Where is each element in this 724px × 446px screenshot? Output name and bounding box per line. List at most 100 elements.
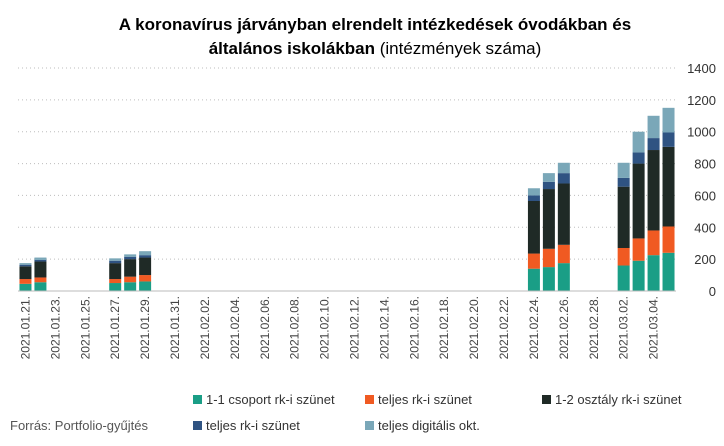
bar-segment [34, 282, 47, 291]
bar-segment [19, 264, 32, 267]
bar-segment [124, 259, 137, 277]
x-tick-label: 2021.01.31. [168, 296, 182, 359]
bar-segment [617, 247, 630, 266]
bar-segment [647, 150, 660, 231]
bar-segment [124, 254, 137, 257]
bar-segment [139, 275, 152, 282]
bar-segment [124, 282, 137, 291]
legend-label: teljes rk-i szünet [206, 418, 300, 433]
bar-segment [527, 201, 540, 254]
x-tick-label: 2021.02.18. [437, 296, 451, 359]
bar-segment [109, 263, 122, 280]
bar-segment [662, 146, 675, 227]
y-tick-label: 1400 [687, 61, 716, 76]
x-tick-label: 2021.02.02. [198, 296, 212, 359]
bar-segment [527, 253, 540, 269]
bar-segment [662, 226, 675, 253]
bar-segment [124, 276, 137, 283]
bar-segment [139, 251, 152, 256]
x-tick-label: 2021.02.16. [407, 296, 421, 359]
bar-segment [662, 132, 675, 147]
legend-label: teljes digitális okt. [378, 418, 480, 433]
x-tick-label: 2021.02.04. [228, 296, 242, 359]
bar-segment [34, 259, 47, 262]
bar-segment [109, 279, 122, 284]
x-axis: 2021.01.21. 2021.01.23. 2021.01.25. 2021.01… [18, 296, 660, 359]
x-tick-label: 2021.02.12. [347, 296, 361, 359]
x-tick-label: 2021.01.27. [108, 296, 122, 359]
chart-title-line2-normal: (intézmények száma) [375, 39, 541, 58]
y-tick-label: 600 [694, 188, 716, 203]
bar-segment [34, 257, 47, 260]
bar-segment [632, 163, 645, 239]
legend-label: teljes rk-i szünet [378, 392, 472, 407]
bar-segment [662, 107, 675, 133]
y-tick-label: 800 [694, 157, 716, 172]
legend-label: 1-2 osztály rk-i szünet [555, 392, 682, 407]
bar-segment [617, 186, 630, 248]
legend-label: 1-1 csoport rk-i szünet [206, 392, 335, 407]
bar-segment [527, 195, 540, 202]
bar-segment [109, 260, 122, 264]
bar-segment [527, 268, 540, 291]
bar-segment [557, 263, 570, 291]
bar-segment [19, 263, 32, 265]
y-tick-label: 1200 [687, 93, 716, 108]
x-tick-label: 2021.02.14. [377, 296, 391, 359]
x-tick-label: 2021.01.29. [138, 296, 152, 359]
bars [19, 107, 675, 291]
bar-segment [139, 255, 152, 258]
bar-segment [557, 162, 570, 174]
bar-segment [662, 252, 675, 291]
bar-segment [124, 256, 137, 260]
bar-segment [617, 177, 630, 187]
x-tick-label: 2021.03.04. [647, 296, 661, 359]
bar-segment [542, 189, 555, 249]
bar-segment [632, 260, 645, 291]
bar-segment [109, 258, 122, 261]
bar-segment [527, 188, 540, 196]
chart-title-line1: A koronavírus járványban elrendelt intéz… [119, 15, 631, 34]
legend-swatch [365, 395, 374, 404]
y-tick-label: 200 [694, 252, 716, 267]
bar-segment [109, 283, 122, 291]
legend-swatch [365, 421, 374, 430]
x-tick-label: 2021.02.22. [497, 296, 511, 359]
bar-segment [19, 283, 32, 291]
bar-segment [542, 173, 555, 182]
chart-title-line2: általános iskolákban (intézmények száma) [209, 39, 542, 58]
bar-segment [139, 281, 152, 291]
x-tick-label: 2021.02.26. [557, 296, 571, 359]
bar-segment [557, 183, 570, 245]
bar-segment [557, 173, 570, 184]
bar-segment [632, 152, 645, 164]
x-tick-label: 2021.02.28. [587, 296, 601, 359]
bar-segment [647, 230, 660, 256]
bar-segment [647, 115, 660, 139]
bar-segment [542, 267, 555, 291]
bar-segment [647, 138, 660, 151]
bar-segment [647, 255, 660, 291]
legend-swatch [193, 395, 202, 404]
x-tick-label: 2021.02.10. [318, 296, 332, 359]
x-tick-label: 2021.01.21. [18, 296, 32, 359]
bar-segment [617, 162, 630, 178]
bar-segment [542, 248, 555, 268]
gridlines [18, 67, 676, 260]
chart-title-line2-bold: általános iskolákban [209, 39, 375, 58]
legend: 1-1 csoport rk-i szünet teljes rk-i szüne… [193, 392, 682, 433]
x-tick-label: 2021.01.23. [48, 296, 62, 359]
y-tick-label: 400 [694, 220, 716, 235]
bar-segment [632, 238, 645, 261]
x-tick-label: 2021.01.25. [78, 296, 92, 359]
x-tick-label: 2021.02.06. [258, 296, 272, 359]
bar-segment [632, 131, 645, 153]
x-tick-label: 2021.03.02. [617, 296, 631, 359]
bar-segment [34, 261, 47, 278]
legend-swatch [193, 421, 202, 430]
bar-segment [34, 277, 47, 283]
legend-swatch [542, 395, 551, 404]
x-tick-label: 2021.02.24. [527, 296, 541, 359]
bar-segment [542, 181, 555, 190]
